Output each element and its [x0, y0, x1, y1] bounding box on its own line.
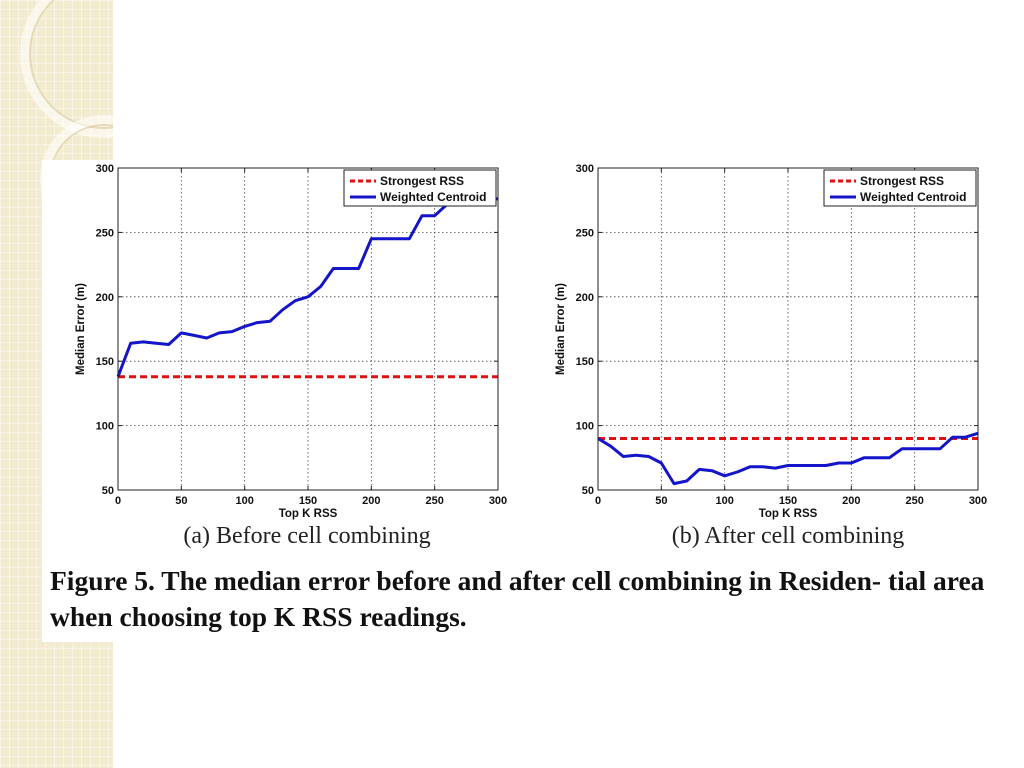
- figure-caption: Figure 5. The median error before and af…: [50, 565, 985, 632]
- y-tick-label: 300: [576, 163, 594, 175]
- legend-label: Strongest RSS: [860, 174, 944, 188]
- x-tick-label: 300: [969, 495, 987, 507]
- y-tick-label: 100: [96, 421, 114, 433]
- x-tick-label: 200: [842, 495, 860, 507]
- x-tick-label: 150: [779, 495, 797, 507]
- legend-label: Weighted Centroid: [860, 190, 966, 204]
- x-axis-label: Top K RSS: [279, 508, 338, 520]
- y-tick-label: 50: [582, 485, 594, 497]
- y-tick-label: 300: [96, 163, 114, 175]
- y-tick-label: 250: [576, 227, 594, 239]
- x-tick-label: 300: [489, 495, 507, 507]
- legend-label: Weighted Centroid: [380, 190, 486, 204]
- y-tick-label: 250: [96, 227, 114, 239]
- legend-box: [823, 169, 977, 207]
- x-axis-label: Top K RSS: [759, 508, 818, 520]
- x-tick-label: 250: [905, 495, 923, 507]
- x-tick-label: 0: [595, 495, 601, 507]
- x-tick-label: 250: [425, 495, 443, 507]
- subcaption-b: (b) After cell combining: [671, 523, 905, 549]
- y-tick-label: 150: [96, 356, 114, 368]
- y-tick-label: 100: [576, 421, 594, 433]
- y-tick-label: 200: [576, 292, 594, 304]
- x-tick-label: 100: [715, 495, 733, 507]
- legend-box: [343, 169, 497, 207]
- series-line-weighted-centroid: [116, 197, 498, 378]
- figure-panel: 0 50 100 150 200 250 300 50 100 150 200 250 300 Top K…: [42, 160, 1002, 642]
- x-tick-label: 200: [362, 495, 380, 507]
- y-tick-label: 50: [102, 485, 114, 497]
- series-line-weighted-centroid: [597, 431, 979, 486]
- y-axis-label: Median Error (m): [75, 283, 87, 375]
- subcaption-a: (a) Before cell combining: [183, 523, 431, 549]
- x-tick-label: 50: [655, 495, 667, 507]
- x-tick-label: 50: [175, 495, 187, 507]
- x-tick-label: 150: [299, 495, 317, 507]
- y-tick-label: 200: [96, 292, 114, 304]
- x-tick-label: 100: [235, 495, 253, 507]
- y-tick-label: 150: [576, 356, 594, 368]
- x-tick-label: 0: [115, 495, 121, 507]
- y-axis-label: Median Error (m): [555, 283, 567, 375]
- legend-label: Strongest RSS: [380, 174, 464, 188]
